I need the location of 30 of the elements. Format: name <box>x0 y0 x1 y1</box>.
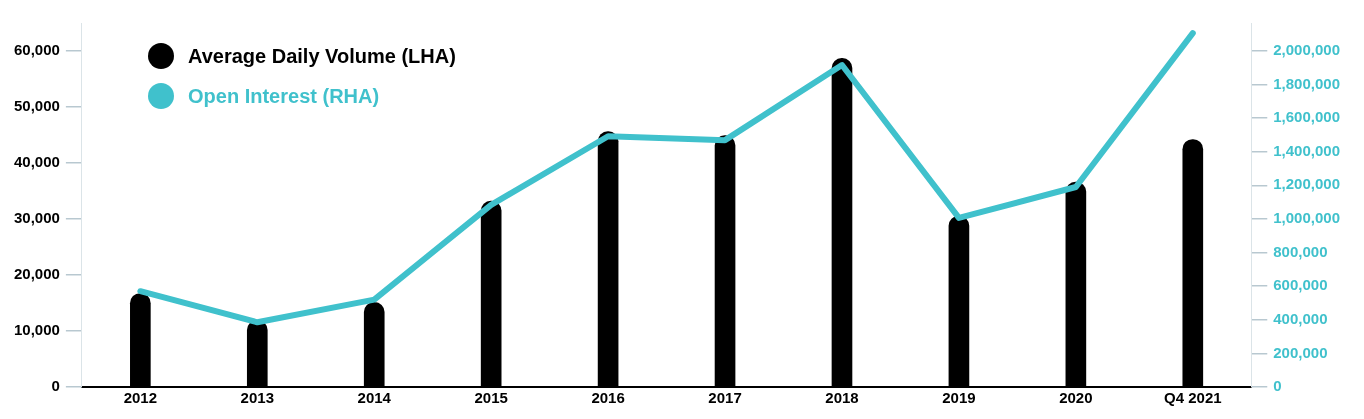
x-tick-label: 2012 <box>123 389 158 407</box>
x-tick-label: 2018 <box>825 389 859 407</box>
y2-tick-label: 2,000,000 <box>1273 41 1340 59</box>
legend-label: Average Daily Volume (LHA) <box>188 44 456 68</box>
y2-tick-label: 600,000 <box>1273 276 1328 294</box>
x-tick-label: 2019 <box>942 389 976 407</box>
x-tick-label: 2017 <box>708 389 742 407</box>
y-tick-label: 40,000 <box>13 153 60 171</box>
y-tick-label: 50,000 <box>13 97 60 115</box>
x-tick-label: 2014 <box>357 389 392 407</box>
x-tick-label: 2016 <box>591 389 625 407</box>
y2-tick-label: 1,400,000 <box>1273 141 1340 159</box>
y2-tick-label: 200,000 <box>1273 343 1328 361</box>
y-tick-label: 0 <box>51 377 60 395</box>
y2-tick-label: 1,600,000 <box>1273 108 1340 126</box>
x-tick-label: Q4 2021 <box>1164 389 1222 407</box>
legend-label: Open Interest (RHA) <box>188 84 380 108</box>
y2-tick-label: 0 <box>1273 377 1282 395</box>
y2-tick-label: 1,000,000 <box>1273 209 1340 227</box>
y2-tick-label: 1,800,000 <box>1273 74 1340 92</box>
y2-tick-label: 800,000 <box>1273 242 1328 260</box>
y2-tick-label: 400,000 <box>1273 309 1328 327</box>
y-tick-label: 30,000 <box>13 209 60 227</box>
x-tick-label: 2015 <box>474 389 508 407</box>
x-tick-label: 2020 <box>1059 389 1093 407</box>
y2-tick-label: 1,200,000 <box>1273 175 1340 193</box>
y-tick-label: 60,000 <box>13 41 60 59</box>
y-tick-label: 20,000 <box>13 265 60 283</box>
x-tick-label: 2013 <box>240 389 274 407</box>
y-tick-label: 10,000 <box>13 321 60 339</box>
